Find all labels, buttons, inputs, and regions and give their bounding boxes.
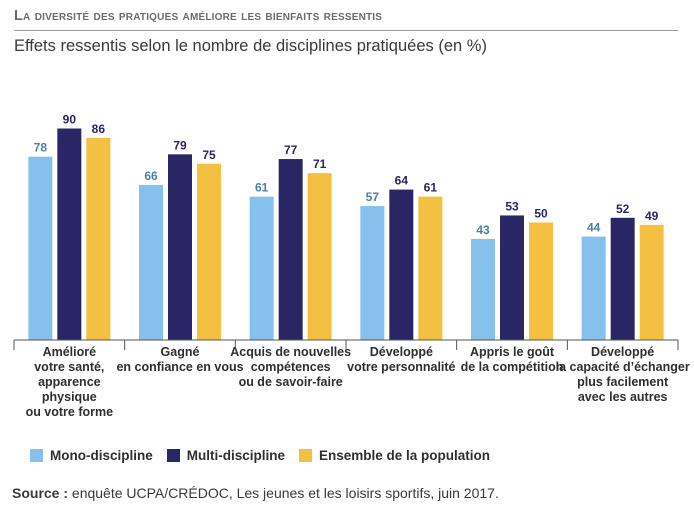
data-label-mono-2: 61 [255, 181, 269, 195]
data-label-multi-0: 90 [63, 113, 77, 127]
legend-label-multi: Multi-discipline [186, 448, 286, 463]
chart-title: La diversité des pratiques améliore les … [14, 8, 383, 24]
bar-ensemble-2 [307, 173, 332, 340]
bar-multi-4 [500, 215, 524, 340]
bar-ensemble-1 [197, 163, 221, 340]
title-divider [14, 30, 678, 31]
category-label-0-line-4: ou votre forme [26, 405, 114, 419]
bar-mono-1 [139, 184, 163, 340]
category-label-5-line-3: avec les autres [578, 390, 668, 404]
category-label-4-line-0: Appris le goût [470, 345, 555, 359]
legend: Mono-discipline Multi-discipline Ensembl… [30, 448, 504, 463]
legend-item-mono: Mono-discipline [30, 448, 153, 463]
data-label-mono-3: 57 [366, 190, 380, 204]
data-label-multi-5: 52 [616, 202, 630, 216]
bar-ensemble-4 [529, 222, 553, 340]
category-label-0-line-2: apparence [38, 375, 101, 389]
legend-swatch-mono [30, 449, 43, 462]
data-label-multi-4: 53 [505, 199, 519, 213]
source-label: Source : [12, 485, 69, 501]
source-text: enquête UCPA/CRÉDOC, Les jeunes et les l… [68, 485, 499, 501]
category-label-3-line-0: Développé [370, 345, 433, 359]
data-label-mono-0: 78 [34, 141, 48, 155]
legend-item-ensemble: Ensemble de la population [299, 448, 490, 463]
data-label-mono-5: 44 [587, 221, 601, 235]
category-label-5-line-0: Développé [591, 345, 654, 359]
data-label-ensemble-2: 71 [313, 157, 327, 171]
legend-label-ensemble: Ensemble de la population [319, 448, 491, 463]
bar-multi-1 [168, 154, 192, 340]
bar-ensemble-5 [639, 224, 664, 340]
category-label-2-line-1: compétences [251, 360, 331, 374]
legend-label-mono: Mono-discipline [50, 448, 153, 463]
bar-ensemble-3 [418, 196, 443, 340]
bar-mono-0 [28, 156, 53, 340]
bar-mono-2 [249, 196, 274, 340]
data-label-multi-3: 64 [395, 174, 409, 188]
bar-multi-0 [57, 128, 82, 340]
category-label-4-line-1: de la compétition [461, 360, 564, 374]
category-label-0-line-3: physique [42, 390, 97, 404]
bar-ensemble-0 [86, 137, 111, 340]
data-label-ensemble-0: 86 [92, 122, 106, 136]
category-label-0-line-0: Amélioré [43, 345, 97, 359]
data-label-ensemble-1: 75 [202, 148, 216, 162]
source-note: Source : enquête UCPA/CRÉDOC, Les jeunes… [12, 485, 499, 501]
category-label-5-line-2: plus facilement [577, 375, 669, 389]
chart-subtitle: Effets ressentis selon le nombre de disc… [14, 37, 487, 55]
category-label-1-line-0: Gagné [161, 345, 200, 359]
data-label-ensemble-4: 50 [534, 207, 548, 221]
data-label-ensemble-5: 49 [645, 209, 659, 223]
bar-mono-5 [581, 236, 606, 340]
category-label-2-line-2: ou de savoir-faire [239, 375, 343, 389]
category-label-3-line-1: votre personnalité [347, 360, 455, 374]
category-label-2-line-0: Acquis de nouvelles [230, 345, 351, 359]
data-label-multi-1: 79 [173, 138, 187, 152]
bar-mono-4 [471, 238, 495, 340]
data-label-multi-2: 77 [284, 143, 298, 157]
legend-item-multi: Multi-discipline [166, 448, 286, 463]
bar-mono-3 [360, 206, 385, 340]
data-label-mono-4: 43 [476, 223, 490, 237]
legend-swatch-multi [166, 449, 180, 462]
category-label-0-line-1: votre santé, [34, 360, 104, 374]
bar-multi-3 [389, 189, 414, 340]
data-label-ensemble-3: 61 [424, 181, 438, 195]
bar-multi-2 [278, 159, 303, 340]
legend-swatch-ensemble [299, 449, 313, 462]
bar-multi-5 [610, 217, 635, 340]
data-label-mono-1: 66 [144, 169, 158, 183]
category-label-1-line-1: en confiance en vous [116, 360, 243, 374]
category-label-5-line-1: la capacité d’échanger [556, 360, 690, 374]
